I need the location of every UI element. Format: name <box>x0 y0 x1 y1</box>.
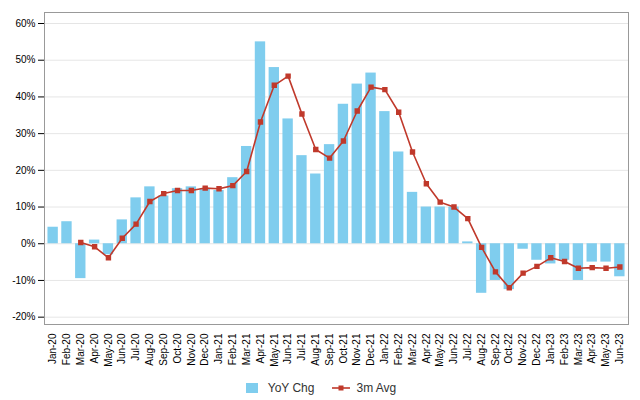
svg-text:Nov-20: Nov-20 <box>186 333 197 366</box>
svg-text:Jun-23: Jun-23 <box>614 333 625 364</box>
svg-text:Mar-21: Mar-21 <box>241 333 252 365</box>
svg-text:Apr-20: Apr-20 <box>89 333 100 363</box>
svg-text:Jun-21: Jun-21 <box>282 333 293 364</box>
svg-text:-10%: -10% <box>12 275 35 286</box>
svg-text:Feb-20: Feb-20 <box>61 333 72 365</box>
svg-text:Feb-21: Feb-21 <box>227 333 238 365</box>
svg-text:Jul-22: Jul-22 <box>462 333 473 361</box>
svg-text:Jan-22: Jan-22 <box>379 333 390 364</box>
svg-text:Feb-23: Feb-23 <box>559 333 570 365</box>
svg-text:Oct-20: Oct-20 <box>172 333 183 363</box>
svg-text:Apr-23: Apr-23 <box>586 333 597 363</box>
svg-text:Jan-20: Jan-20 <box>47 333 58 364</box>
svg-text:Mar-23: Mar-23 <box>573 333 584 365</box>
html-text:3m Avg: 3m Avg <box>356 381 397 395</box>
svg-text:0%: 0% <box>21 238 36 249</box>
svg-text:Nov-22: Nov-22 <box>517 333 528 366</box>
svg-text:Apr-21: Apr-21 <box>255 333 266 363</box>
svg-text:Jan-23: Jan-23 <box>545 333 556 364</box>
svg-text:Mar-20: Mar-20 <box>75 333 86 365</box>
svg-text:Aug-21: Aug-21 <box>310 333 321 366</box>
svg-text:40%: 40% <box>15 91 35 102</box>
svg-text:Apr-22: Apr-22 <box>421 333 432 363</box>
svg-text:50%: 50% <box>15 54 35 65</box>
svg-text:Jul-20: Jul-20 <box>130 333 141 361</box>
svg-text:Dec-20: Dec-20 <box>199 333 210 366</box>
svg-text:May-23: May-23 <box>600 333 611 367</box>
svg-text:Jul-21: Jul-21 <box>296 333 307 361</box>
svg-text:Sep-20: Sep-20 <box>158 333 169 366</box>
svg-text:Nov-21: Nov-21 <box>351 333 362 366</box>
svg-text:Aug-20: Aug-20 <box>144 333 155 366</box>
svg-text:Dec-21: Dec-21 <box>365 333 376 366</box>
svg-text:Aug-22: Aug-22 <box>476 333 487 366</box>
svg-text:Dec-22: Dec-22 <box>531 333 542 366</box>
svg-text:10%: 10% <box>15 201 35 212</box>
html-text:YoY Chg: YoY Chg <box>267 381 315 395</box>
svg-text:Oct-22: Oct-22 <box>503 333 514 363</box>
svg-text:Sep-22: Sep-22 <box>490 333 501 366</box>
svg-text:Sep-21: Sep-21 <box>324 333 335 366</box>
svg-text:May-20: May-20 <box>103 333 114 367</box>
svg-text:May-21: May-21 <box>268 333 279 367</box>
svg-text:Oct-21: Oct-21 <box>338 333 349 363</box>
svg-text:30%: 30% <box>15 128 35 139</box>
svg-text:20%: 20% <box>15 165 35 176</box>
svg-text:60%: 60% <box>15 18 35 29</box>
svg-text:May-22: May-22 <box>434 333 445 367</box>
svg-text:Jun-22: Jun-22 <box>448 333 459 364</box>
svg-text:Jan-21: Jan-21 <box>213 333 224 364</box>
svg-text:Jun-20: Jun-20 <box>116 333 127 364</box>
svg-text:Feb-22: Feb-22 <box>393 333 404 365</box>
svg-text:-20%: -20% <box>12 311 35 322</box>
svg-text:Mar-22: Mar-22 <box>407 333 418 365</box>
